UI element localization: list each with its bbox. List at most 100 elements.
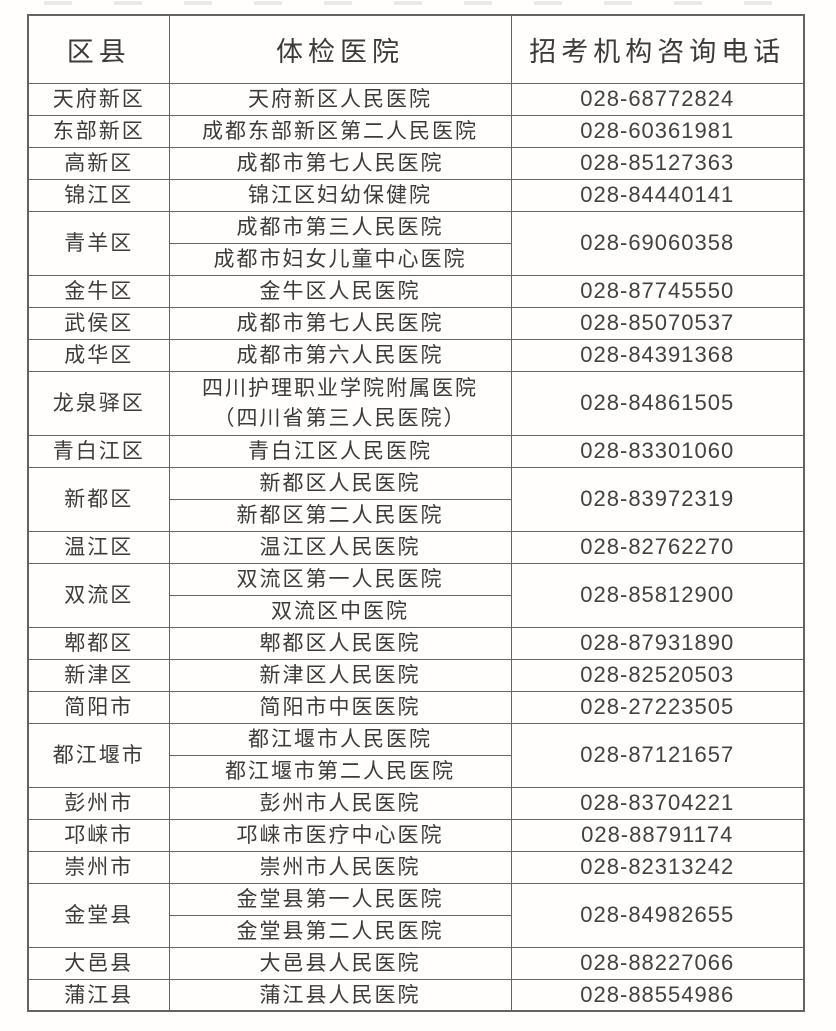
table-row: 温江区 温江区人民医院 028-82762270: [27, 530, 805, 564]
district-cell: 武侯区: [27, 306, 170, 340]
hospital-cell: 成都市妇女儿童中心医院: [168, 242, 512, 276]
table-row: 天府新区 天府新区人民医院 028-68772824: [27, 82, 805, 116]
table-row: 彭州市 彭州市人民医院 028-83704221: [27, 786, 805, 820]
hospital-cell: 金堂县第二人民医院: [168, 914, 512, 948]
table-row: 郫都区 郫都区人民医院 028-87931890: [27, 626, 805, 660]
header-phone: 招考机构咨询电话: [510, 14, 805, 84]
district-cell: 大邑县: [27, 946, 170, 980]
hospital-table-body: 天府新区 天府新区人民医院 028-68772824 东部新区 成都东部新区第二人民医院…: [27, 82, 805, 1012]
phone-cell: 028-85812900: [510, 562, 805, 628]
table-row: 高新区 成都市第七人民医院 028-85127363: [27, 146, 805, 180]
hospital-cell: 蒲江县人民医院: [168, 978, 512, 1012]
district-cell: 东部新区: [27, 114, 170, 148]
district-cell: 高新区: [27, 146, 170, 180]
phone-cell: 028-85070537: [510, 306, 805, 340]
district-cell: 简阳市: [27, 690, 170, 724]
table-row: 龙泉驿区 四川护理职业学院附属医院 （四川省第三人民医院） 028-84861505: [27, 370, 805, 436]
phone-cell: 028-60361981: [510, 114, 805, 148]
table-row: 新都区第二人民医院: [28, 498, 804, 532]
table-row: 新都区 新都区人民医院 028-83972319: [27, 466, 805, 532]
phone-cell: 028-88791174: [510, 818, 805, 852]
table-row: 青白江区 青白江区人民医院 028-83301060: [27, 434, 805, 468]
phone-cell: 028-82313242: [510, 850, 805, 884]
hospital-cell: 金堂县第一人民医院: [168, 882, 512, 916]
hospital-cell: 简阳市中医医院: [168, 690, 512, 724]
table-row: 新津区 新津区人民医院 028-82520503: [27, 658, 805, 692]
district-cell: 温江区: [27, 530, 170, 564]
hospital-cell: 大邑县人民医院: [168, 946, 512, 980]
hospital-cell: 都江堰市人民医院: [168, 722, 512, 756]
phone-cell: 028-84391368: [510, 338, 805, 372]
district-cell: 新津区: [27, 658, 170, 692]
district-cell: 都江堰市: [27, 722, 170, 788]
district-cell: 青白江区: [27, 434, 170, 468]
table-row: 崇州市 崇州市人民医院 028-82313242: [27, 850, 805, 884]
phone-cell: 028-84982655: [510, 882, 805, 948]
district-cell: 天府新区: [27, 82, 170, 116]
phone-cell: 028-82762270: [510, 530, 805, 564]
phone-cell: 028-83972319: [510, 466, 805, 532]
hospital-cell: 温江区人民医院: [168, 530, 512, 564]
phone-cell: 028-68772824: [510, 82, 805, 116]
hospital-cell: 成都市第七人民医院: [168, 306, 512, 340]
header-hospital: 体检医院: [168, 14, 512, 84]
phone-cell: 028-83704221: [510, 786, 805, 820]
hospital-cell: 新津区人民医院: [168, 658, 512, 692]
hospital-cell: 成都市第六人民医院: [168, 338, 512, 372]
district-cell: 彭州市: [27, 786, 170, 820]
hospital-cell: 彭州市人民医院: [168, 786, 512, 820]
phone-cell: 028-84440141: [510, 178, 805, 212]
hospital-cell: 四川护理职业学院附属医院 （四川省第三人民医院）: [168, 370, 512, 436]
header-district: 区县: [27, 14, 170, 84]
phone-cell: 028-88554986: [510, 978, 805, 1012]
hospital-cell: 都江堰市第二人民医院: [168, 754, 512, 788]
table-row: 金堂县 金堂县第一人民医院 028-84982655: [27, 882, 805, 948]
phone-cell: 028-87931890: [510, 626, 805, 660]
table-row: 成华区 成都市第六人民医院 028-84391368: [27, 338, 805, 372]
table-row: 武侯区 成都市第七人民医院 028-85070537: [27, 306, 805, 340]
hospital-cell: 成都市第七人民医院: [168, 146, 512, 180]
hospital-table: 区县 体检医院 招考机构咨询电话 天府新区 天府新区人民医院 028-6877282…: [27, 14, 805, 1012]
cropped-text-fragment: [44, 1, 800, 5]
district-cell: 锦江区: [27, 178, 170, 212]
phone-cell: 028-87745550: [510, 274, 805, 308]
hospital-cell: 崇州市人民医院: [168, 850, 512, 884]
district-cell: 龙泉驿区: [27, 370, 170, 436]
district-cell: 金堂县: [27, 882, 170, 948]
table-row: 锦江区 锦江区妇幼保健院 028-84440141: [27, 178, 805, 212]
district-cell: 邛崃市: [27, 818, 170, 852]
hospital-cell: 郫都区人民医院: [168, 626, 512, 660]
hospital-cell: 新都区人民医院: [168, 466, 512, 500]
header-row: 区县 体检医院 招考机构咨询电话: [27, 14, 805, 84]
hospital-cell: 双流区第一人民医院: [168, 562, 512, 596]
table-row: 双流区 双流区第一人民医院 028-85812900: [27, 562, 805, 628]
hospital-cell: 双流区中医院: [168, 594, 512, 628]
phone-cell: 028-82520503: [510, 658, 805, 692]
phone-cell: 028-27223505: [510, 690, 805, 724]
district-cell: 崇州市: [27, 850, 170, 884]
district-cell: 蒲江县: [27, 978, 170, 1012]
hospital-cell: 新都区第二人民医院: [168, 498, 512, 532]
phone-cell: 028-87121657: [510, 722, 805, 788]
table-row: 都江堰市 都江堰市人民医院 028-87121657: [27, 722, 805, 788]
district-cell: 金牛区: [27, 274, 170, 308]
table-row: 金牛区 金牛区人民医院 028-87745550: [27, 274, 805, 308]
table-row: 东部新区 成都东部新区第二人民医院 028-60361981: [27, 114, 805, 148]
phone-cell: 028-83301060: [510, 434, 805, 468]
hospital-cell: 成都市第三人民医院: [168, 210, 512, 244]
hospital-cell: 金牛区人民医院: [168, 274, 512, 308]
hospital-cell: 邛崃市医疗中心医院: [168, 818, 512, 852]
hospital-cell: 成都东部新区第二人民医院: [168, 114, 512, 148]
hospital-cell: 锦江区妇幼保健院: [168, 178, 512, 212]
hospital-cell: 天府新区人民医院: [168, 82, 512, 116]
hospital-cell: 青白江区人民医院: [168, 434, 512, 468]
table-row: 简阳市 简阳市中医医院 028-27223505: [27, 690, 805, 724]
phone-cell: 028-85127363: [510, 146, 805, 180]
phone-cell: 028-88227066: [510, 946, 805, 980]
district-cell: 新都区: [27, 466, 170, 532]
table-row: 大邑县 大邑县人民医院 028-88227066: [27, 946, 805, 980]
table-row: 成都市妇女儿童中心医院: [28, 242, 804, 276]
table-row: 邛崃市 邛崃市医疗中心医院 028-88791174: [27, 818, 805, 852]
district-cell: 青羊区: [27, 210, 170, 276]
